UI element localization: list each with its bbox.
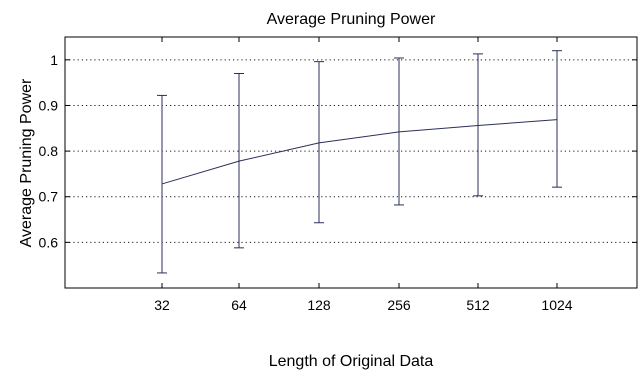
x-tick-label: 32 — [154, 297, 170, 313]
x-tick-label: 64 — [231, 297, 247, 313]
y-tick-label: 0.8 — [39, 143, 59, 159]
error-bar — [314, 61, 324, 224]
error-bar — [234, 73, 244, 249]
grid-layer — [65, 59, 637, 243]
series-layer — [157, 50, 562, 274]
x-tick-label: 256 — [387, 297, 411, 313]
error-bar — [157, 94, 167, 274]
series-line — [161, 119, 558, 185]
x-axis-label: Length of Original Data — [269, 353, 434, 370]
tick-layer: 0.6 0.7 0.8 0.9 1 32 64 128 256 512 1024 — [39, 37, 637, 313]
y-tick-label: 0.6 — [39, 234, 59, 250]
x-tick-label: 512 — [466, 297, 490, 313]
chart-title: Average Pruning Power — [267, 11, 436, 28]
x-tick-label: 128 — [307, 297, 331, 313]
error-bar — [552, 50, 562, 188]
plot-frame — [64, 36, 638, 289]
y-tick-label: 0.9 — [39, 97, 59, 113]
error-bar — [473, 53, 483, 197]
y-axis-label: Average Pruning Power — [18, 78, 35, 247]
x-tick-label: 1024 — [541, 297, 572, 313]
error-bar — [394, 57, 404, 206]
y-tick-label: 0.7 — [39, 189, 59, 205]
y-tick-label: 1 — [50, 52, 58, 68]
